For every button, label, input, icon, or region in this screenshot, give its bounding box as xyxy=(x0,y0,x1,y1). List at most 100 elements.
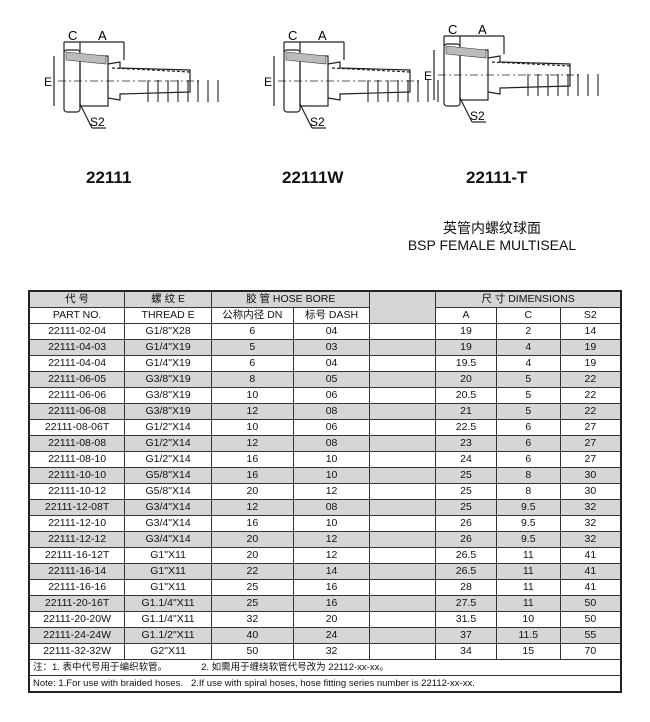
table-cell: G3/8"X19 xyxy=(124,387,212,404)
table-cell: 5 xyxy=(495,403,561,420)
table-row: 22111-06-06 G3/8"X19 10 06 20.5 5 22 xyxy=(28,387,622,404)
blank-cell xyxy=(369,371,437,388)
table-cell: 19 xyxy=(559,339,622,356)
table-cell: G1/4"X19 xyxy=(124,355,212,372)
header-a: A xyxy=(435,307,497,324)
table-cell: 20.5 xyxy=(435,387,497,404)
blank-cell xyxy=(369,643,437,660)
table-cell: 30 xyxy=(559,467,622,484)
label-a: A xyxy=(318,28,327,43)
table-cell: 22111-12-12 xyxy=(28,531,126,548)
blank-cell xyxy=(369,483,437,500)
blank-cell xyxy=(369,563,437,580)
table-cell: 05 xyxy=(292,371,371,388)
table-row: 22111-06-08 G3/8"X19 12 08 21 5 22 xyxy=(28,403,622,420)
table-cell: 9.5 xyxy=(495,515,561,532)
table-cell: 06 xyxy=(292,387,371,404)
table-cell: 5 xyxy=(495,371,561,388)
note: Note: 1.For use with braided hoses. 2.If … xyxy=(28,675,622,693)
table-row: 22111-04-04 G1/4"X19 6 04 19.5 4 19 xyxy=(28,355,622,372)
label-a: A xyxy=(478,22,487,37)
table-cell: 08 xyxy=(292,403,371,420)
table-cell: 11 xyxy=(495,579,561,596)
table-cell: 26 xyxy=(435,531,497,548)
table-cell: 27 xyxy=(559,451,622,468)
blank-cell xyxy=(369,595,437,612)
table-cell: 5 xyxy=(495,387,561,404)
header-s2: S2 xyxy=(559,307,622,324)
table-cell: 41 xyxy=(559,563,622,580)
table-cell: 22111-32-32W xyxy=(28,643,126,660)
table-cell: 6 xyxy=(211,355,294,372)
table-cell: 8 xyxy=(495,483,561,500)
table-cell: 25 xyxy=(211,579,294,596)
table-cell: 41 xyxy=(559,579,622,596)
header-hose-bore: 胶 管 HOSE BORE xyxy=(210,290,371,308)
table-cell: 11.5 xyxy=(495,627,561,644)
table-cell: 10 xyxy=(292,451,371,468)
label-c: C xyxy=(448,22,457,37)
table-cell: 34 xyxy=(435,643,497,660)
table-cell: G5/8"X14 xyxy=(124,483,212,500)
caption-en: BSP FEMALE MULTISEAL xyxy=(407,237,577,253)
table-row: 22111-04-03 G1/4"X19 5 03 19 4 19 xyxy=(28,339,622,356)
table-cell: 22 xyxy=(211,563,294,580)
note-2: 2. 如需用于缠绕软管代号改为 22112-xx-xx。 xyxy=(201,662,389,673)
table-cell: G1"X11 xyxy=(124,579,212,596)
table-cell: 8 xyxy=(495,467,561,484)
blank-cell xyxy=(369,419,437,436)
table-cell: 19 xyxy=(435,323,497,340)
table-cell: 32 xyxy=(559,531,622,548)
label-s2: S2 xyxy=(310,115,325,129)
table-cell: 22111-06-06 xyxy=(28,387,126,404)
table-cell: 04 xyxy=(292,323,371,340)
table-cell: 19 xyxy=(435,339,497,356)
table-cell: 08 xyxy=(292,435,371,452)
blank-cell xyxy=(369,403,437,420)
table-cell: 20 xyxy=(435,371,497,388)
table-cell: 12 xyxy=(211,403,294,420)
table-cell: 22111-12-08T xyxy=(28,499,126,516)
table-cell: G1/8"X28 xyxy=(124,323,212,340)
blank-cell xyxy=(369,547,437,564)
table-cell: G1.1/2"X11 xyxy=(124,627,212,644)
table-cell: 32 xyxy=(559,499,622,516)
table-cell: 11 xyxy=(495,547,561,564)
blank-cell xyxy=(369,515,437,532)
table-cell: 22.5 xyxy=(435,419,497,436)
table-cell: 10 xyxy=(211,387,294,404)
table-row: 22111-10-12 G5/8"X14 20 12 25 8 30 xyxy=(28,483,622,500)
table-cell: G1.1/4"X11 xyxy=(124,595,212,612)
table-cell: 10 xyxy=(292,515,371,532)
table-cell: G1/2"X14 xyxy=(124,419,212,436)
note-row: 注：1. 表中代号用于编织软管。 2. 如需用于缠绕软管代号改为 22112-xx… xyxy=(28,659,622,676)
note-2: 2.If use with spiral hoses, hose fitting… xyxy=(190,678,475,689)
table-cell: 6 xyxy=(495,419,561,436)
blank-cell xyxy=(369,451,437,468)
fitting-svg: C A E S2 xyxy=(424,22,599,123)
table-cell: 16 xyxy=(292,579,371,596)
header-dn: 公称内径 DN xyxy=(211,307,294,324)
table-cell: 19 xyxy=(559,355,622,372)
table-cell: G3/4"X14 xyxy=(124,531,212,548)
table-cell: 20 xyxy=(211,531,294,548)
dimensions-table: 代 号 螺 纹 E 胶 管 HOSE BORE 尺 寸 DIMENSIONS P… xyxy=(28,290,622,693)
table-row: 22111-06-05 G3/8"X19 8 05 20 5 22 xyxy=(28,371,622,388)
table-cell: 32 xyxy=(292,643,371,660)
fitting-svg: C A E S2 xyxy=(44,28,219,129)
model-number: 22111 xyxy=(86,168,132,187)
table-cell: 22 xyxy=(559,371,622,388)
table-row: 22111-12-08T G3/4"X14 12 08 25 9.5 32 xyxy=(28,499,622,516)
table-cell: G1/4"X19 xyxy=(124,339,212,356)
table-cell: 10 xyxy=(495,611,561,628)
fitting-drawing-3: C A E S2 xyxy=(420,6,620,141)
table-cell: 37 xyxy=(435,627,497,644)
blank-cell xyxy=(369,339,437,356)
table-cell: 28 xyxy=(435,579,497,596)
table-cell: 22111-16-12T xyxy=(28,547,126,564)
label-e: E xyxy=(264,75,272,89)
table-cell: 30 xyxy=(559,483,622,500)
table-cell: 9.5 xyxy=(495,499,561,516)
table-cell: 22111-04-03 xyxy=(28,339,126,356)
